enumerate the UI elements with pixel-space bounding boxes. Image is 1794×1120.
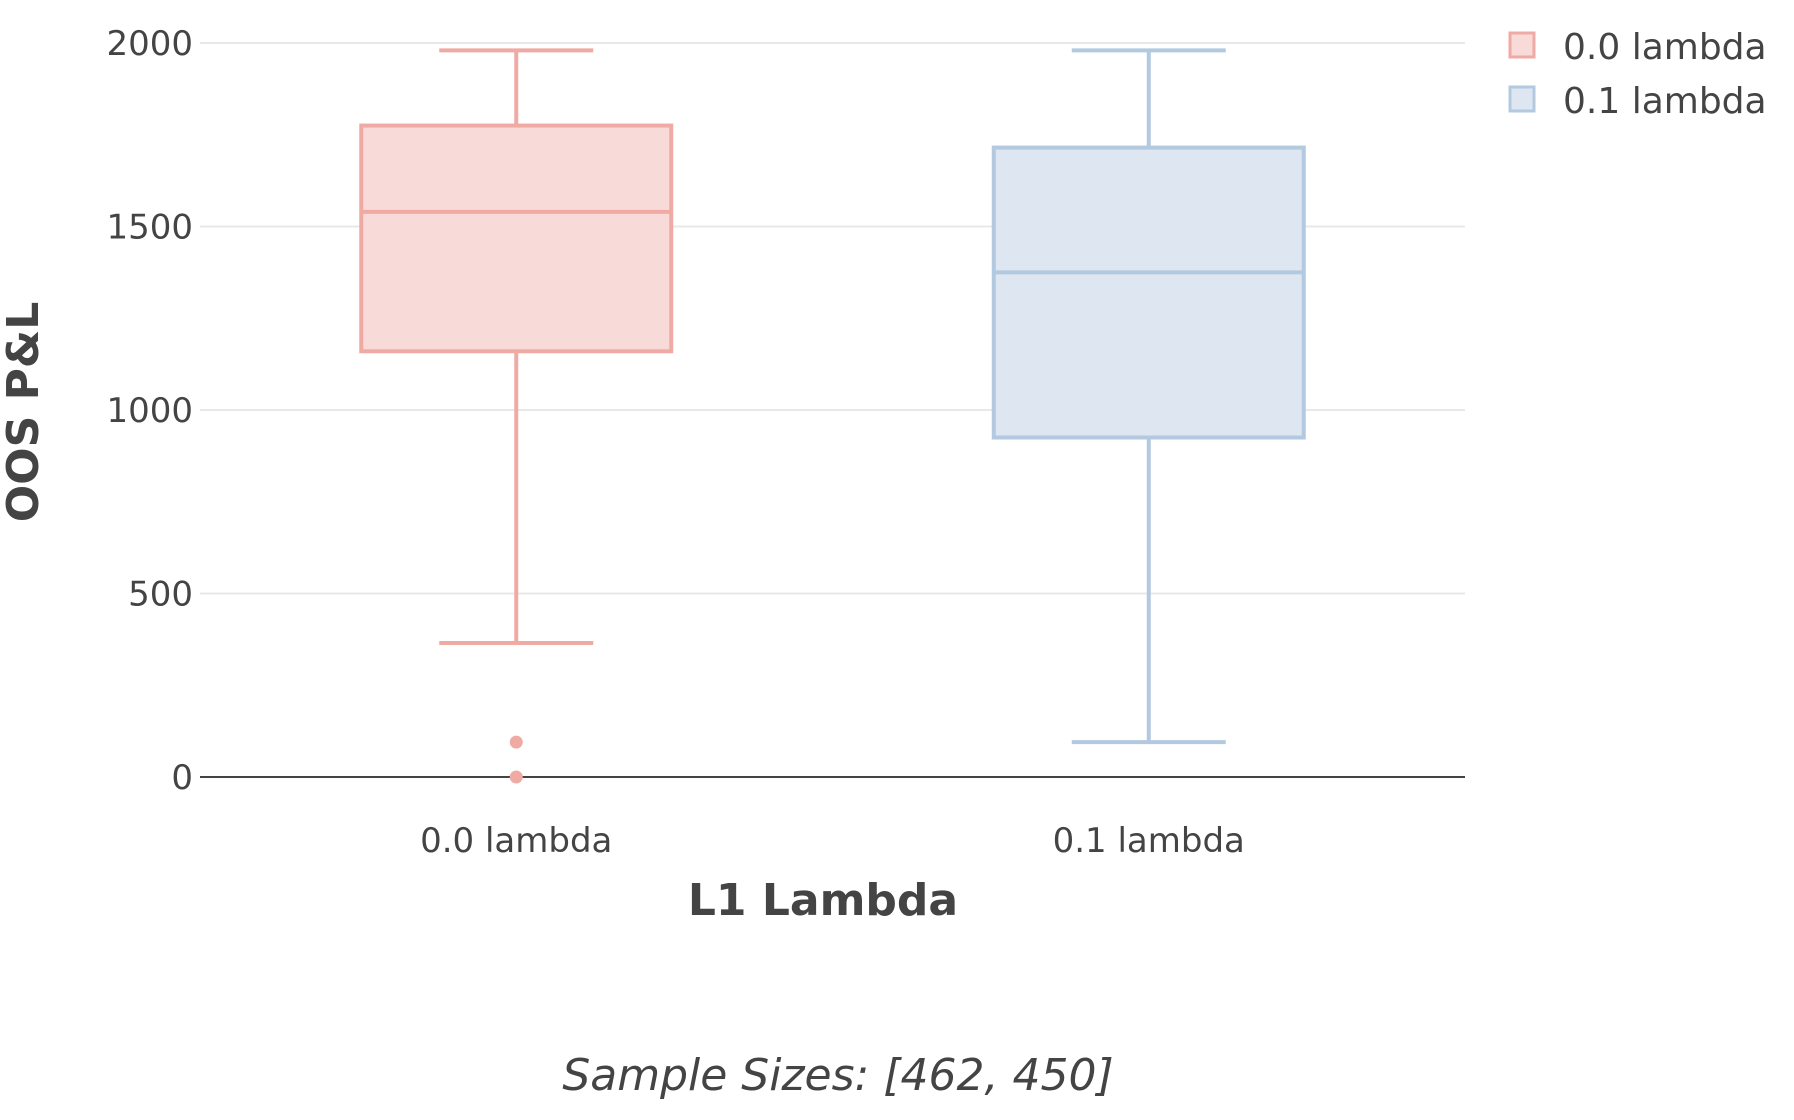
y-axis-title: OOS P&L: [0, 302, 49, 522]
x-tick-label: 0.1 lambda: [1053, 821, 1245, 861]
outlier-point: [509, 770, 523, 784]
box-trace: [991, 48, 1306, 745]
legend-item[interactable]: 0.1 lambda: [1508, 81, 1767, 122]
box-traces: [359, 48, 1306, 784]
iqr-box: [359, 123, 674, 354]
legend-label: 0.0 lambda: [1563, 27, 1767, 68]
box-trace: [359, 48, 674, 784]
legend: 0.0 lambda 0.1 lambda: [1508, 27, 1767, 122]
legend-item[interactable]: 0.0 lambda: [1508, 27, 1767, 68]
y-tick-label: 1500: [106, 208, 193, 248]
x-tick-label: 0.0 lambda: [420, 821, 612, 861]
x-axis-title: L1 Lambda: [688, 875, 958, 926]
legend-label: 0.1 lambda: [1563, 81, 1767, 122]
sample-sizes-annotation: Sample Sizes: [462, 450]: [562, 1050, 1113, 1101]
x-tick-labels: 0.0 lambda 0.1 lambda: [420, 821, 1245, 861]
legend-swatch: [1508, 31, 1536, 59]
outlier-point: [509, 735, 523, 749]
y-tick-label: 2000: [106, 24, 193, 64]
y-tick-label: 500: [128, 575, 193, 615]
y-tick-label: 0: [171, 758, 193, 798]
y-tick-labels: 0 500 1000 1500 2000: [106, 24, 193, 798]
legend-swatch: [1508, 85, 1536, 113]
iqr-box: [991, 145, 1306, 440]
y-tick-label: 1000: [106, 391, 193, 431]
